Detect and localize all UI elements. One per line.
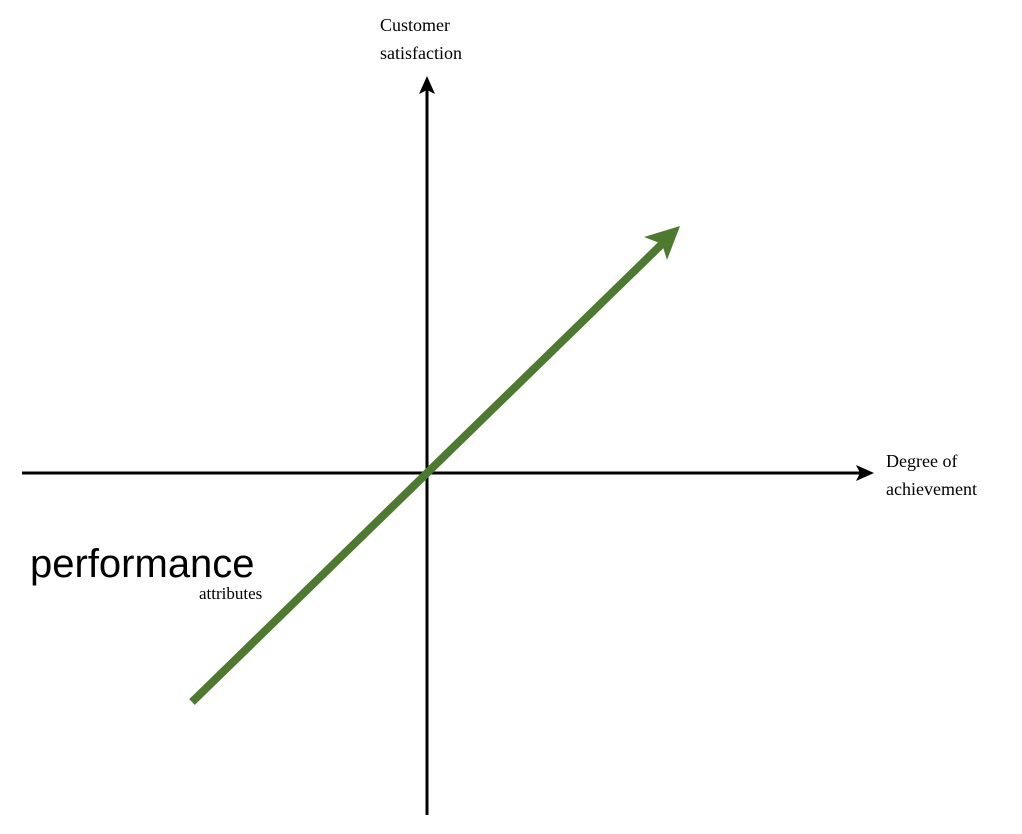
x-axis-arrowhead [856, 465, 874, 481]
performance-title: performance [30, 542, 255, 586]
x-axis-label-line2: achievement [886, 479, 977, 499]
y-axis-arrowhead [419, 76, 435, 94]
y-axis-label-line1: Customer [380, 15, 450, 35]
y-axis-label-line2: satisfaction [380, 43, 462, 63]
x-axis-label-line1: Degree of [886, 451, 957, 471]
performance-subtitle: attributes [199, 584, 262, 603]
performance-line [189, 241, 665, 705]
performance-arrowhead [644, 226, 680, 260]
